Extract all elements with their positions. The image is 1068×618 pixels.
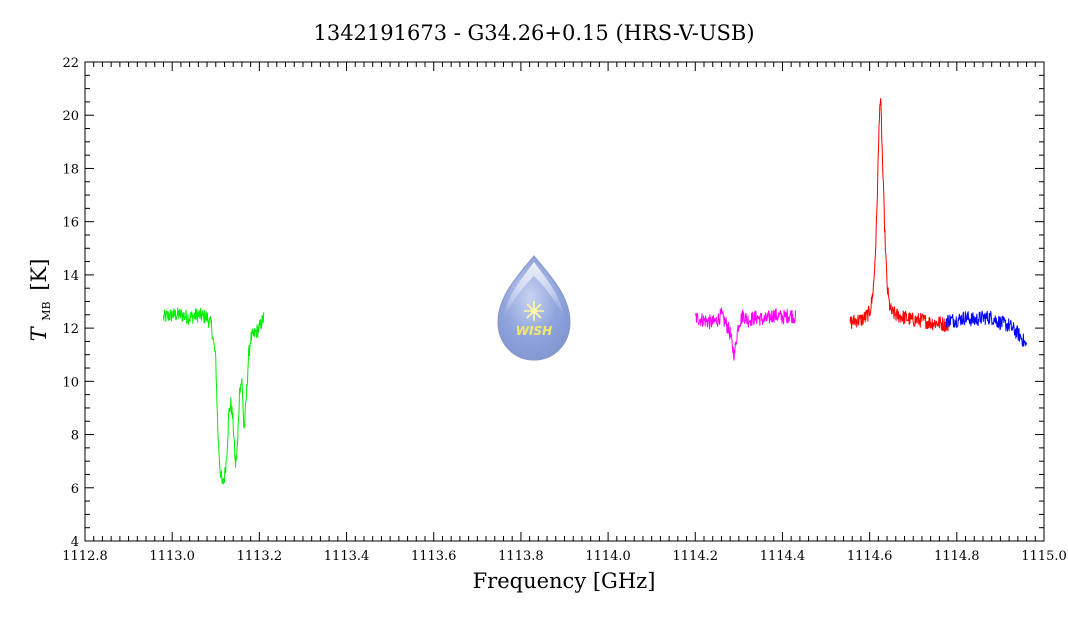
x-axis-label: Frequency [GHz]	[473, 569, 656, 593]
series-line-3	[849, 98, 949, 332]
wish-logo: WISH	[497, 255, 571, 361]
x-tick-label: 1113.2	[237, 549, 283, 564]
series-line-2	[694, 307, 797, 361]
chart-title: 1342191673 - G34.26+0.15 (HRS-V-USB)	[313, 21, 754, 45]
x-tick-label: 1113.4	[324, 549, 370, 564]
y-tick-label: 6	[71, 482, 79, 497]
y-axis-symbol: T	[27, 325, 51, 341]
x-tick-label: 1114.2	[673, 549, 719, 564]
x-tick-label: 1114.6	[847, 549, 893, 564]
x-tick-label: 1114.0	[585, 549, 631, 564]
x-tick-label: 1112.8	[62, 549, 108, 564]
y-axis-label: T MB [K]	[27, 259, 55, 342]
x-tick-label: 1113.0	[149, 549, 195, 564]
x-tick-label: 1114.8	[934, 549, 980, 564]
y-axis-subscript: MB	[40, 301, 53, 320]
logo-text: WISH	[516, 324, 552, 338]
x-tick-label: 1114.4	[760, 549, 806, 564]
x-tick-label: 1113.6	[411, 549, 457, 564]
series-line-1	[162, 307, 265, 485]
y-tick-label: 12	[62, 322, 79, 337]
y-tick-label: 18	[62, 162, 79, 177]
x-tick-label: 1113.8	[498, 549, 544, 564]
y-tick-label: 14	[62, 269, 79, 284]
series-layer	[162, 98, 1028, 485]
drop-shine	[504, 262, 564, 318]
y-tick-label: 8	[71, 429, 79, 444]
y-tick-label: 10	[62, 375, 79, 390]
y-axis-unit: [K]	[27, 259, 51, 291]
y-tick-label: 20	[62, 109, 79, 124]
axis-ticks	[84, 61, 1045, 542]
x-tick-label: 1115.0	[1021, 549, 1067, 564]
series-line-4	[945, 310, 1028, 347]
y-tick-label: 16	[62, 216, 79, 231]
y-tick-label: 4	[71, 535, 79, 550]
y-tick-label: 22	[62, 56, 79, 71]
axis-tick-labels: 1112.8 1113.0 1113.2 1113.4 1113.6 1113.8 1114…	[62, 56, 1067, 564]
